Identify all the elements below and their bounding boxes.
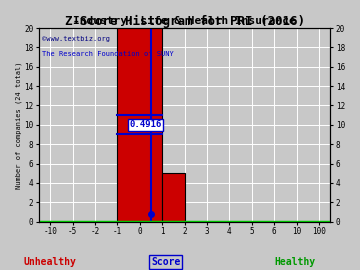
Text: Industry: Life & Health Insurance: Industry: Life & Health Insurance [73,16,296,26]
Bar [162,173,185,222]
Y-axis label: Number of companies (24 total): Number of companies (24 total) [15,61,22,188]
Text: 0.4916: 0.4916 [129,120,161,129]
Title: Z-Score Histogram for PRI (2016): Z-Score Histogram for PRI (2016) [65,15,305,28]
Text: The Research Foundation of SUNY: The Research Foundation of SUNY [42,51,174,57]
Bar [117,28,162,222]
Text: Score: Score [151,257,180,267]
Text: ©www.textbiz.org: ©www.textbiz.org [42,36,110,42]
Text: Unhealthy: Unhealthy [24,257,77,267]
Text: Healthy: Healthy [275,257,316,267]
